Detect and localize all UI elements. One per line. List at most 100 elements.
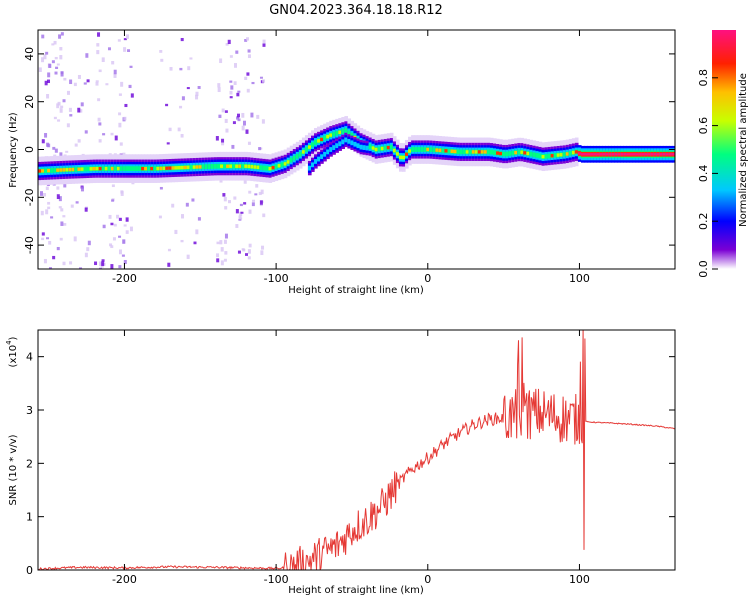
spectrogram-noise-cell xyxy=(236,116,240,120)
spectrogram-noise-cell xyxy=(43,258,47,264)
spectrogram-noise-cell xyxy=(171,203,175,208)
spectrogram-ridge-core xyxy=(444,149,449,153)
spectrogram-ridge-cell xyxy=(74,167,79,172)
spectrogram-noise-cell xyxy=(227,39,231,45)
spectrogram-y-label: Frequency (Hz) xyxy=(8,112,19,188)
spectrogram-noise-cell xyxy=(41,237,45,241)
spectrogram-ridge-core xyxy=(180,165,185,170)
spectrogram-ridge-cell xyxy=(532,152,537,158)
spectrogram-noise-cell xyxy=(224,110,228,113)
spectrogram-noise-cell xyxy=(39,191,43,196)
spectrogram-noise-cell xyxy=(56,63,60,66)
spectrogram-noise-cell xyxy=(123,38,127,41)
spectrogram-ridge-cell xyxy=(441,148,446,153)
spectrogram-noise-cell xyxy=(43,193,47,197)
spectrogram-ridge-branch xyxy=(362,145,367,150)
spectrogram-noise-cell xyxy=(48,63,52,68)
spectrogram-noise-cell xyxy=(118,249,122,255)
spectrogram-noise-cell xyxy=(179,67,183,71)
spectrogram-ridge-core xyxy=(244,164,248,168)
spectrogram-ridge-core xyxy=(144,166,148,171)
spectrogram-noise-cell xyxy=(105,83,109,86)
spectrogram-ridge-core xyxy=(271,165,276,170)
spectrogram-ridge-cell xyxy=(389,144,394,150)
spectrogram-ridge-cell xyxy=(289,157,294,163)
spectrogram-noise-cell xyxy=(248,243,252,248)
spectrogram-noise-cell xyxy=(129,226,133,232)
spectrogram-noise-cell xyxy=(218,114,222,118)
spectrogram-ridge-core xyxy=(165,166,170,170)
spectrogram-noise-cell xyxy=(240,211,244,214)
spectrogram-ridge-cell xyxy=(611,153,615,156)
spectrogram-noise-cell xyxy=(62,99,66,103)
spectrogram-noise-cell xyxy=(123,224,127,227)
spectrogram-noise-cell xyxy=(167,248,171,252)
spectrogram-ridge-cell xyxy=(314,139,318,145)
spectrogram-noise-cell xyxy=(85,53,89,58)
spectrogram-ridge-cell xyxy=(423,147,427,152)
spectrogram-noise-cell xyxy=(55,66,59,70)
spectrogram-ridge-cell xyxy=(265,165,270,171)
spectrogram-ridge-core xyxy=(238,164,242,168)
spectrogram-ridge-cell xyxy=(626,153,631,156)
spectrogram-noise-cell xyxy=(241,125,245,131)
spectrogram-ridge-core xyxy=(514,150,518,155)
spectrogram-noise-cell xyxy=(47,206,51,210)
spectrogram-noise-cell xyxy=(247,141,251,145)
spectrogram-noise-cell xyxy=(111,184,115,188)
snr-x-tick-label: 0 xyxy=(424,573,431,586)
spectrogram-ridge-cell xyxy=(593,153,597,156)
snr-multiplier-text: (x104) xyxy=(5,336,19,367)
spectrogram-ridge-core xyxy=(559,153,564,157)
spectrogram-noise-cell xyxy=(60,208,64,212)
spectrogram-noise-cell xyxy=(79,109,83,113)
spectrogram-ridge-branch xyxy=(320,154,324,160)
spectrogram-ridge-branch xyxy=(307,165,312,171)
spectrogram-noise-cell xyxy=(125,34,129,39)
snr-series-line xyxy=(38,330,675,570)
spectrogram-ridge-branch xyxy=(341,139,345,145)
spectrogram-ridge-core xyxy=(286,160,291,164)
spectrogram-ridge-branch xyxy=(350,140,355,146)
spectrogram-noise-cell xyxy=(189,57,193,60)
spectrogram-noise-cell xyxy=(250,112,254,118)
spectrogram-noise-cell xyxy=(120,190,124,194)
spectrogram-ridge-cell xyxy=(350,132,355,138)
spectrogram-noise-cell xyxy=(47,79,51,84)
spectrogram-noise-cell xyxy=(58,34,62,39)
spectrogram-noise-cell xyxy=(58,196,62,202)
spectrogram-noise-cell xyxy=(219,240,223,245)
spectrogram-noise-cell xyxy=(224,118,228,123)
spectrogram-ridge-cell xyxy=(508,151,512,156)
spectrogram-noise-cell xyxy=(158,215,162,219)
spectrogram-noise-cell xyxy=(129,65,133,68)
spectrogram-noise-cell xyxy=(221,108,225,113)
spectrogram-noise-cell xyxy=(59,237,63,241)
spectrogram-ridge-cell xyxy=(113,166,118,172)
spectrogram-noise-cell xyxy=(70,204,74,208)
spectrogram-noise-cell xyxy=(125,217,129,222)
spectrogram-noise-cell xyxy=(66,90,70,95)
spectrogram-ridge-cell xyxy=(459,149,464,155)
spectrogram-ridge-cell xyxy=(135,166,139,172)
spectrogram-ridge-branch xyxy=(332,145,336,150)
spectrogram-noise-cell xyxy=(165,103,169,107)
spectrogram-ridge-cell xyxy=(298,151,303,157)
spectrogram-noise-cell xyxy=(65,150,69,153)
spectrogram-noise-cell xyxy=(258,191,262,196)
spectrogram-x-label: Height of straight line (km) xyxy=(288,285,424,296)
spectrogram-ridge-cell xyxy=(107,166,112,172)
spectrogram-noise-cell xyxy=(107,47,111,51)
spectrogram-ridge-core xyxy=(386,145,391,150)
spectrogram-ridge-core xyxy=(177,166,182,170)
spectrogram-noise-cell xyxy=(185,202,189,207)
spectrogram-ridge-core xyxy=(329,133,333,137)
spectrogram-ridge-core xyxy=(338,130,342,134)
spectrogram-ridge-cell xyxy=(201,164,206,170)
spectrogram-noise-cell xyxy=(68,107,72,112)
spectrogram-ridge-core xyxy=(156,166,160,171)
spectrogram-noise-cell xyxy=(62,261,66,266)
spectrogram-ridge-cell xyxy=(259,165,264,171)
